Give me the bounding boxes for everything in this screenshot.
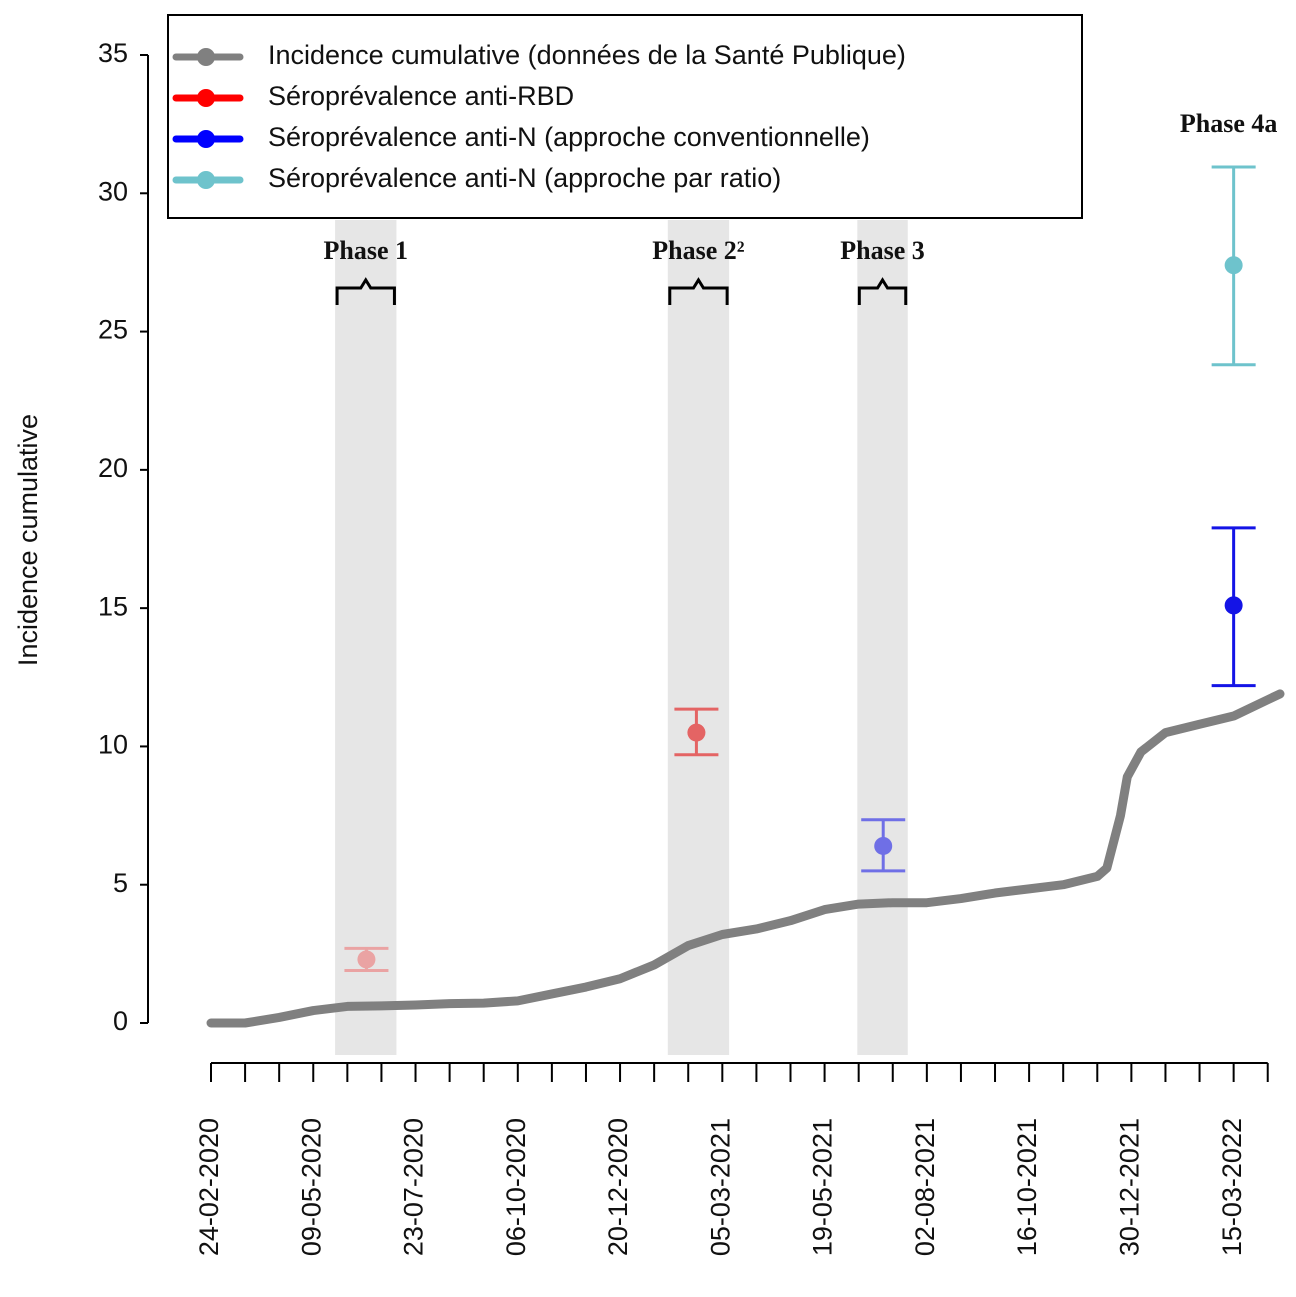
x-tick-label: 15-03-2022 — [1217, 1118, 1247, 1256]
x-tick-label: 19-05-2021 — [808, 1118, 838, 1256]
phase-label: Phase 4a — [1180, 109, 1278, 138]
x-tick-label: 24-02-2020 — [194, 1118, 224, 1256]
phase-label: Phase 1 — [324, 236, 409, 265]
legend-label: Incidence cumulative (données de la Sant… — [268, 40, 906, 70]
x-tick-label: 30-12-2021 — [1115, 1118, 1145, 1256]
legend-label: Séroprévalence anti-N (approche conventi… — [268, 122, 870, 152]
legend-label: Séroprévalence anti-N (approche par rati… — [268, 163, 781, 193]
x-tick-label: 23-07-2020 — [399, 1118, 429, 1256]
phase-bracket — [668, 277, 729, 305]
legend-box — [167, 14, 1083, 219]
x-tick-label: 05-03-2021 — [705, 1118, 735, 1256]
point — [357, 950, 376, 969]
y-tick-label: 20 — [98, 453, 128, 483]
legend-dot — [197, 171, 215, 189]
phase-bracket — [335, 277, 396, 305]
incidence-line — [206, 689, 1285, 1028]
phase-label: Phase 2² — [652, 236, 745, 265]
y-tick-label: 25 — [98, 315, 128, 345]
phase-shade — [667, 220, 730, 1055]
legend-dot — [197, 130, 215, 148]
y-tick-label: 0 — [113, 1006, 128, 1036]
y-tick-label: 15 — [98, 591, 128, 621]
phase-bracket — [857, 277, 908, 305]
point — [687, 723, 706, 742]
x-tick-label: 16-10-2021 — [1012, 1118, 1042, 1256]
y-tick-label: 30 — [98, 176, 128, 206]
x-tick-label: 09-05-2020 — [296, 1118, 326, 1256]
legend-dot — [197, 89, 215, 107]
point — [874, 836, 893, 855]
y-tick-label: 10 — [98, 730, 128, 760]
point — [1224, 596, 1243, 615]
phase-shade — [857, 220, 908, 1055]
x-tick-label: 20-12-2020 — [603, 1118, 633, 1256]
phase-label: Phase 3 — [840, 236, 925, 265]
legend-dot — [197, 48, 215, 66]
y-tick-label: 35 — [98, 38, 128, 68]
phase-shade — [335, 220, 397, 1055]
y-tick-label: 5 — [113, 868, 128, 898]
y-axis-label: Incidence cumulative — [13, 414, 43, 666]
x-tick-label: 02-08-2021 — [910, 1118, 940, 1256]
legend-label: Séroprévalence anti-RBD — [268, 81, 574, 111]
x-tick-label: 06-10-2020 — [501, 1118, 531, 1256]
point — [1224, 256, 1243, 275]
